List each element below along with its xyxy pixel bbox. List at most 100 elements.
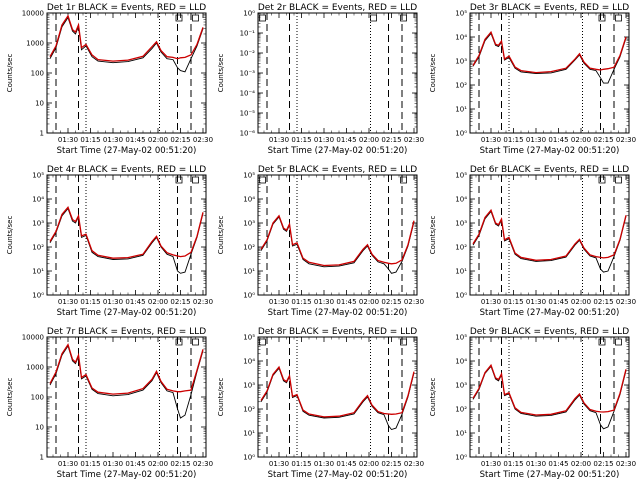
y-tick-label: 10² [243,244,255,252]
y-tick-label: 10000 [22,10,44,18]
lld-series-line [49,206,204,259]
y-tick-label: 10000 [22,334,44,342]
x-tick-label: 01:15 [291,460,311,468]
x-tick-label: 01:45 [125,298,145,306]
events-series-line [472,210,627,273]
x-tick-label: 02:15 [170,136,190,144]
x-axis-label: Start Time (27-May-02 00:51:20) [268,470,408,480]
x-tick-label: 01:30 [526,298,546,306]
x-tick-label: 02:30 [404,460,424,468]
x-tick-label: 02:30 [193,298,213,306]
events-series-line [49,344,204,419]
y-axis-label: Counts/sec [6,378,14,417]
x-tick-label: 02:00 [571,298,591,306]
plot-frame [469,12,630,134]
x-tick-label: 02:30 [404,298,424,306]
x-tick-label: 01:30 [481,298,501,306]
x-tick-label: 02:15 [381,298,401,306]
panel-det-1: Det 1r BLACK = Events, RED = LLD Counts/s… [6,3,213,156]
y-tick-label: 10³ [455,58,467,66]
flag-mark [175,338,183,346]
y-axis-label: Counts/sec [217,378,225,417]
x-tick-label: 01:30 [314,136,334,144]
y-tick-label: 10⁰ [243,454,255,462]
y-tick-label: 10² [455,244,467,252]
flag-mark [259,338,266,346]
plot-frame [469,336,630,458]
y-tick-label: 10⁵ [455,172,467,180]
lld-series-line [472,30,627,74]
x-tick-label: 01:45 [125,136,145,144]
panel-det-3: Det 3r BLACK = Events, RED = LLD Counts/s… [429,3,636,156]
x-tick-label: 01:30 [103,460,123,468]
flag-mark [175,176,183,184]
panel-det-5: Det 5r BLACK = Events, RED = LLD Counts/s… [217,165,424,318]
x-tick-label: 02:15 [593,298,613,306]
y-tick-label: 10¹ [243,268,255,276]
lld-series-line [260,365,415,418]
panel-title: Det 4r BLACK = Events, RED = LLD [47,165,206,175]
y-tick-label: 10³ [455,382,467,390]
y-tick-label: 100 [31,394,44,402]
y-tick-label: 10⁰ [243,10,255,18]
flag-mark [400,338,407,346]
x-tick-label: 02:00 [148,136,168,144]
flag-mark [175,14,183,22]
y-tick-label: 10⁴ [455,358,467,366]
panel-title: Det 5r BLACK = Events, RED = LLD [258,165,417,175]
x-tick-label: 01:45 [125,460,145,468]
x-tick-label: 01:30 [526,136,546,144]
y-tick-label: 10 [35,100,44,108]
y-tick-label: 1000 [26,364,44,372]
x-axis-label: Start Time (27-May-02 00:51:20) [57,308,197,318]
x-tick-label: 02:30 [616,136,636,144]
y-tick-label: 1 [40,454,44,462]
plot-frame [46,174,207,296]
y-axis-label: Counts/sec [429,378,437,417]
x-tick-label: 02:00 [359,460,379,468]
lld-series-line [260,214,415,267]
x-tick-label: 01:45 [336,460,356,468]
y-tick-label: 10 [35,424,44,432]
flag-mark [259,14,266,22]
plot-frame [469,174,630,296]
y-tick-label: 10⁻⁶ [240,130,256,138]
x-axis-label: Start Time (27-May-02 00:51:20) [57,470,197,480]
x-tick-label: 02:00 [148,460,168,468]
y-tick-label: 10⁴ [243,358,255,366]
flag-mark [400,176,407,184]
x-tick-label: 01:15 [503,298,523,306]
x-axis-label: Start Time (27-May-02 00:51:20) [268,308,408,318]
x-tick-label: 01:30 [314,460,334,468]
y-tick-label: 10⁴ [455,34,467,42]
x-tick-label: 02:15 [593,136,613,144]
y-axis-label: Counts/sec [429,216,437,255]
x-tick-label: 02:15 [170,298,190,306]
flag-mark [400,14,407,22]
panel-det-6: Det 6r BLACK = Events, RED = LLD Counts/s… [429,165,636,318]
y-tick-label: 10⁻² [240,50,256,58]
x-tick-label: 01:45 [548,460,568,468]
y-tick-label: 10¹ [455,106,467,114]
y-tick-label: 10⁵ [32,172,44,180]
lld-series-line [49,343,204,395]
x-tick-label: 02:30 [616,460,636,468]
x-tick-label: 01:15 [503,460,523,468]
y-tick-label: 10⁰ [455,454,467,462]
x-tick-label: 02:30 [193,460,213,468]
y-tick-label: 10³ [455,220,467,228]
events-series-line [472,365,627,430]
flag-mark [615,14,622,22]
x-tick-label: 01:15 [80,136,100,144]
y-tick-label: 10² [243,406,255,414]
panel-title: Det 8r BLACK = Events, RED = LLD [258,327,417,337]
y-tick-label: 10¹ [455,430,467,438]
panel-det-7: Det 7r BLACK = Events, RED = LLD Counts/s… [6,327,213,480]
x-tick-label: 02:00 [148,298,168,306]
y-tick-label: 10² [455,82,467,90]
panel-det-4: Det 4r BLACK = Events, RED = LLD Counts/s… [6,165,213,318]
x-tick-label: 01:30 [314,298,334,306]
events-series-line [49,16,204,73]
y-axis-label: Counts/sec [217,216,225,255]
